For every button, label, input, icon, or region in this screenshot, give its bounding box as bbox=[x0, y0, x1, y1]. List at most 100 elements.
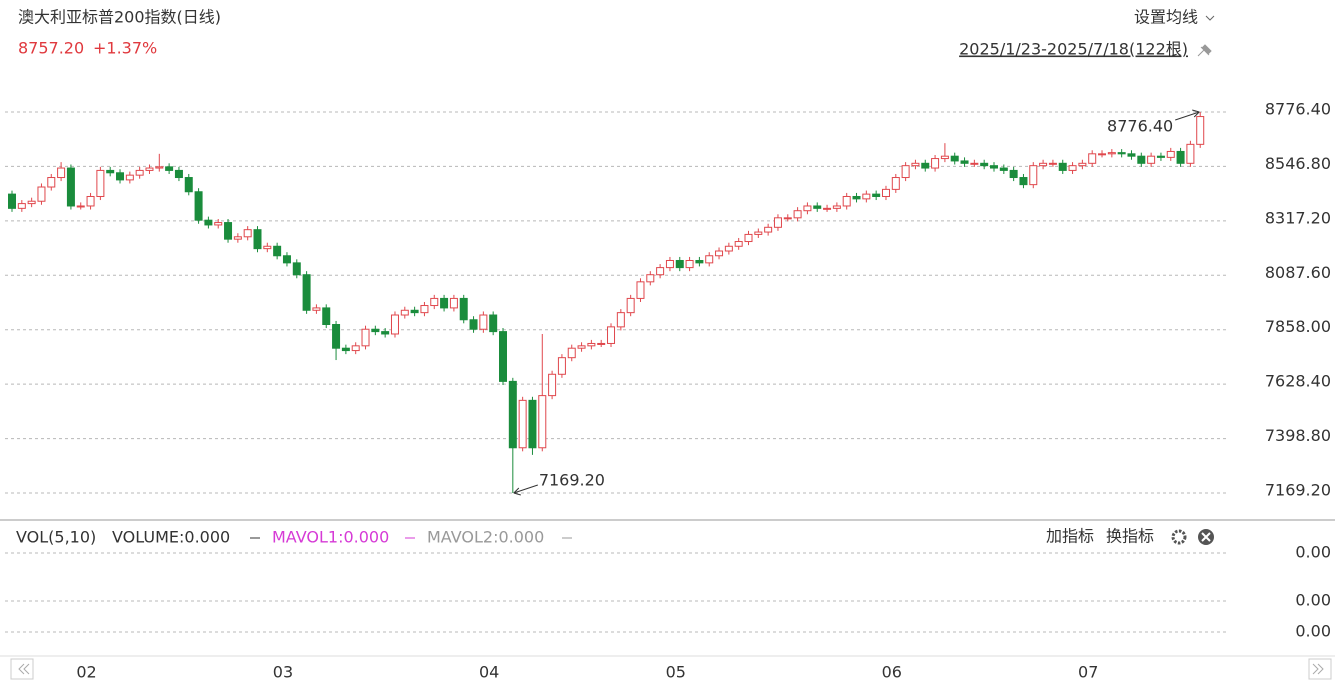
candle-body bbox=[469, 319, 478, 330]
candle-body bbox=[980, 162, 989, 167]
ma-setting[interactable]: 设置均线 bbox=[1134, 8, 1198, 27]
candle-body bbox=[76, 205, 85, 208]
candle-body bbox=[518, 399, 527, 449]
x-tick-label: 05 bbox=[666, 663, 686, 682]
candle-body bbox=[125, 174, 134, 181]
candle-body bbox=[1137, 155, 1146, 164]
candle-body bbox=[302, 274, 311, 311]
y-tick-label: 7858.00 bbox=[1265, 317, 1331, 336]
candle-body bbox=[322, 307, 331, 325]
candle-body bbox=[1156, 155, 1165, 158]
candle-body bbox=[960, 160, 969, 164]
candle-body bbox=[548, 373, 557, 397]
candle-body bbox=[852, 195, 861, 200]
candle-body bbox=[1127, 153, 1136, 157]
candle-body bbox=[47, 177, 56, 188]
candle-body bbox=[371, 328, 380, 333]
candle-body bbox=[999, 167, 1008, 171]
candle-body bbox=[430, 297, 439, 307]
candle-body bbox=[1098, 153, 1107, 156]
candle-body bbox=[577, 345, 586, 349]
candle-body bbox=[135, 169, 144, 176]
annotation-arrow bbox=[1175, 111, 1200, 121]
x-tick-label: 04 bbox=[479, 663, 499, 682]
y-tick-label: 7169.20 bbox=[1265, 480, 1331, 499]
candle-body bbox=[705, 255, 714, 264]
candle-body bbox=[793, 210, 802, 219]
candle-body bbox=[116, 172, 125, 181]
candle-body bbox=[410, 309, 419, 314]
scroll-right[interactable] bbox=[1308, 658, 1332, 680]
y-tick-label: 7398.80 bbox=[1265, 426, 1331, 445]
candle-body bbox=[273, 245, 282, 257]
volume-label: VOLUME:0.000 bbox=[112, 528, 230, 547]
candle-body bbox=[459, 297, 468, 321]
candle-body bbox=[440, 297, 449, 309]
candle-body bbox=[1088, 153, 1097, 164]
candle-body bbox=[86, 195, 95, 207]
candle-body bbox=[636, 281, 645, 299]
candle-body bbox=[773, 217, 782, 228]
pin-icon[interactable] bbox=[1197, 44, 1212, 57]
candle-body bbox=[695, 259, 704, 264]
candle-body bbox=[233, 236, 242, 240]
candle-body bbox=[813, 205, 822, 209]
candle-body bbox=[940, 155, 949, 160]
last-price: 8757.20 bbox=[18, 39, 84, 58]
x-tick-label: 07 bbox=[1078, 663, 1098, 682]
chart-title: 澳大利亚标普200指数(日线) bbox=[18, 8, 221, 27]
settings-icon[interactable] bbox=[1171, 529, 1187, 545]
candle-body bbox=[1019, 177, 1028, 186]
candle-body bbox=[715, 250, 724, 257]
candle-body bbox=[361, 328, 370, 347]
candle-body bbox=[204, 219, 213, 226]
candle-body bbox=[224, 222, 233, 240]
x-tick-label: 06 bbox=[882, 663, 902, 682]
mavol1-label: MAVOL1:0.000 bbox=[272, 528, 389, 547]
y-tick-label: 8317.20 bbox=[1265, 208, 1331, 227]
candle-body bbox=[253, 229, 262, 250]
candle-body bbox=[970, 162, 979, 165]
annotation-arrowhead bbox=[513, 487, 521, 496]
candle-body bbox=[538, 395, 547, 449]
candle-body bbox=[1048, 162, 1057, 165]
candle-body bbox=[106, 169, 115, 174]
y-tick-label: 8776.40 bbox=[1265, 100, 1331, 119]
dropdown-icon[interactable] bbox=[1205, 15, 1215, 21]
candle-body bbox=[27, 200, 36, 205]
min-label: 7169.20 bbox=[539, 470, 605, 489]
candle-body bbox=[616, 312, 625, 328]
price-change: +1.37% bbox=[93, 39, 157, 58]
candle-body bbox=[823, 207, 832, 210]
candle-body bbox=[597, 342, 606, 345]
mavol2-label: MAVOL2:0.000 bbox=[427, 528, 544, 547]
candle-body bbox=[312, 307, 321, 311]
candle-body bbox=[803, 205, 812, 212]
candle-body bbox=[842, 195, 851, 207]
candle-body bbox=[607, 326, 616, 344]
scroll-left[interactable] bbox=[10, 658, 34, 680]
candle-body bbox=[96, 169, 105, 197]
candle-body bbox=[66, 167, 75, 207]
y-tick-label: 0.00 bbox=[1295, 543, 1331, 562]
candle-body bbox=[292, 262, 301, 276]
candle-body bbox=[1176, 150, 1185, 164]
candle-body bbox=[665, 259, 674, 269]
candle-body bbox=[764, 226, 773, 233]
date-range[interactable]: 2025/1/23-2025/7/18(122根) bbox=[959, 40, 1188, 59]
candle-body bbox=[901, 165, 910, 179]
candle-body bbox=[381, 331, 390, 335]
candle-body bbox=[1107, 152, 1116, 155]
close-icon-cross bbox=[1201, 532, 1211, 542]
add-indicator[interactable]: 加指标 bbox=[1046, 527, 1094, 546]
candle-body bbox=[626, 297, 635, 314]
candle-body bbox=[990, 165, 998, 169]
candle-body bbox=[881, 188, 890, 197]
candle-body bbox=[508, 380, 517, 449]
candle-body bbox=[1058, 162, 1067, 171]
annotation-arrow bbox=[513, 484, 538, 494]
candle-body bbox=[931, 158, 940, 169]
switch-indicator[interactable]: 换指标 bbox=[1106, 527, 1154, 546]
vol-label: VOL(5,10) bbox=[16, 528, 96, 547]
